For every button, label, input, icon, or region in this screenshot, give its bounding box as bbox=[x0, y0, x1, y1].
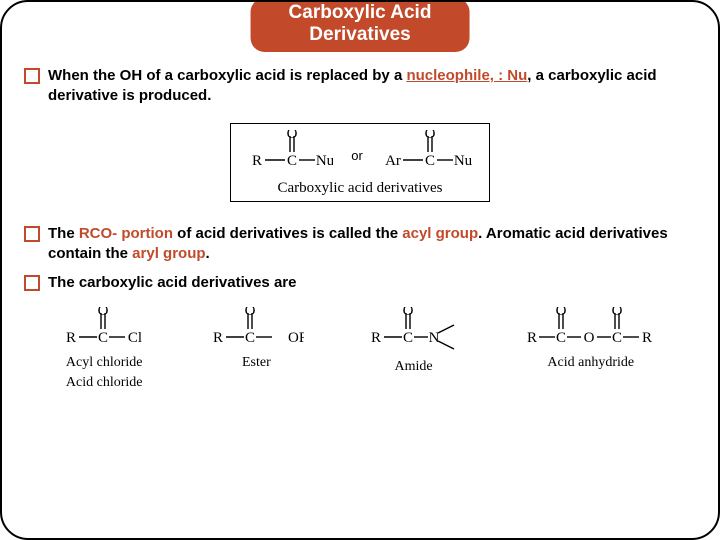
figure-1: O R C Nu or O bbox=[24, 123, 696, 202]
slide-frame: Carboxylic Acid Derivatives When the OH … bbox=[0, 0, 720, 540]
b2-aryl: aryl group bbox=[132, 245, 205, 262]
figure-1-or: or bbox=[351, 142, 363, 163]
svg-text:R: R bbox=[371, 330, 381, 346]
svg-text:Cl: Cl bbox=[128, 330, 142, 346]
figure-1-caption: Carboxylic acid derivatives bbox=[247, 180, 473, 197]
bullet-box-icon bbox=[24, 226, 40, 242]
b2-pre: The bbox=[48, 225, 79, 242]
b2-tailend: . bbox=[206, 245, 210, 262]
molecule-r-c-nu: O R C Nu bbox=[247, 130, 333, 174]
bullet-2: The RCO- portion of acid derivatives is … bbox=[24, 224, 696, 263]
caption: Amide bbox=[366, 359, 462, 375]
svg-text:R: R bbox=[642, 330, 652, 346]
svg-text:O: O bbox=[611, 307, 622, 319]
title-pill: Carboxylic Acid Derivatives bbox=[251, 0, 470, 52]
svg-text:C: C bbox=[425, 153, 435, 169]
b2-overlap: . Aromatic bbox=[478, 225, 551, 242]
b2-mid: of acid derivatives is called the bbox=[173, 225, 402, 242]
svg-text:R: R bbox=[527, 330, 537, 346]
svg-text:O: O bbox=[555, 307, 566, 319]
svg-text:O: O bbox=[245, 307, 256, 319]
svg-text:C: C bbox=[556, 330, 566, 346]
svg-text:C: C bbox=[403, 330, 413, 346]
svg-text:R: R bbox=[66, 330, 76, 346]
svg-text:C: C bbox=[245, 330, 255, 346]
content-area: When the OH of a carboxylic acid is repl… bbox=[24, 66, 696, 413]
svg-text:O: O bbox=[424, 130, 435, 142]
molecule-acyl-chloride: O R C Cl Acyl chloride Acid chloride bbox=[61, 307, 147, 391]
b1-pre: When the OH of a carboxylic acid is repl… bbox=[48, 67, 406, 84]
b2-acyl: acyl group bbox=[402, 225, 478, 242]
caption-2: Acid chloride bbox=[61, 375, 147, 391]
svg-text:C: C bbox=[98, 330, 108, 346]
caption: Acid anhydride bbox=[523, 355, 659, 371]
bullet-3: The carboxylic acid derivatives are bbox=[24, 273, 696, 293]
svg-text:O: O bbox=[287, 130, 298, 142]
svg-text:C: C bbox=[612, 330, 622, 346]
b1-nuc: nucleophile, : Nu bbox=[406, 67, 527, 84]
svg-text:Nu: Nu bbox=[316, 153, 333, 169]
figure-2: O R C Cl Acyl chloride Acid chloride O bbox=[24, 307, 696, 391]
bullet-box-icon bbox=[24, 68, 40, 84]
caption: Ester bbox=[208, 355, 304, 371]
svg-text:R: R bbox=[252, 153, 262, 169]
bullet-box-icon bbox=[24, 275, 40, 291]
svg-text:R: R bbox=[213, 330, 223, 346]
title-line-1: Carboxylic Acid bbox=[289, 2, 432, 24]
molecule-ester: O R C OR' Ester bbox=[208, 307, 304, 391]
b2-rco: RCO- portion bbox=[79, 225, 173, 242]
caption: Acyl chloride bbox=[61, 355, 147, 371]
molecule-amide: O R C N Amide bbox=[366, 307, 462, 391]
molecule-acid-anhydride: O O R C O C R Acid anhydride bbox=[523, 307, 659, 391]
bullet-2-text: The RCO- portion of acid derivatives is … bbox=[48, 224, 696, 263]
molecule-ar-c-nu: O Ar C Nu bbox=[381, 130, 473, 174]
svg-text:O: O bbox=[583, 330, 594, 346]
title-line-2: Derivatives bbox=[289, 24, 432, 46]
svg-text:C: C bbox=[287, 153, 297, 169]
bullet-3-text: The carboxylic acid derivatives are bbox=[48, 273, 296, 293]
bullet-1-text: When the OH of a carboxylic acid is repl… bbox=[48, 66, 696, 105]
svg-text:Ar: Ar bbox=[385, 153, 401, 169]
svg-text:O: O bbox=[402, 307, 413, 319]
svg-text:O: O bbox=[98, 307, 109, 319]
svg-text:Nu: Nu bbox=[454, 153, 473, 169]
bullet-1: When the OH of a carboxylic acid is repl… bbox=[24, 66, 696, 105]
svg-text:OR': OR' bbox=[288, 330, 304, 346]
